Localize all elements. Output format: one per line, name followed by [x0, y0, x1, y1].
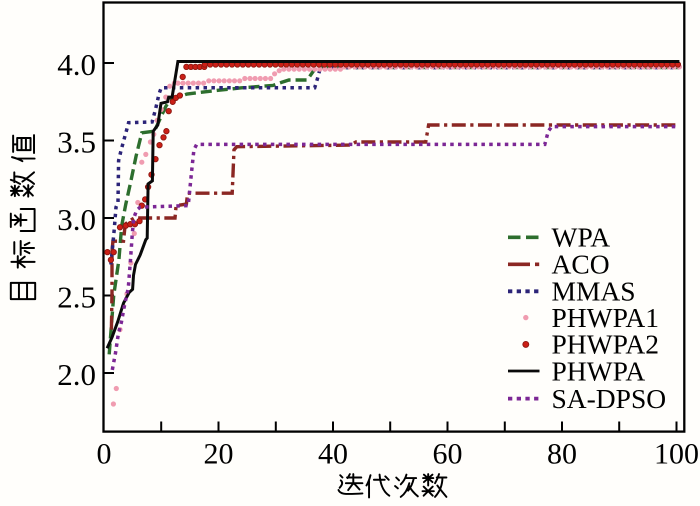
- svg-text:2.5: 2.5: [57, 280, 96, 315]
- svg-text:WPA: WPA: [552, 222, 611, 253]
- svg-text:80: 80: [547, 438, 577, 471]
- svg-text:SA-DPSO: SA-DPSO: [552, 383, 667, 414]
- svg-text:0: 0: [97, 438, 112, 471]
- svg-text:MMAS: MMAS: [552, 276, 636, 307]
- svg-text:3.5: 3.5: [57, 125, 96, 160]
- svg-text:ACO: ACO: [552, 249, 610, 280]
- svg-text:60: 60: [433, 438, 463, 471]
- svg-text:PHWPA: PHWPA: [552, 355, 646, 386]
- svg-text:2.0: 2.0: [57, 357, 96, 392]
- svg-text:4.0: 4.0: [57, 47, 96, 82]
- svg-text:20: 20: [204, 438, 234, 471]
- svg-text:PHWPA2: PHWPA2: [552, 329, 660, 360]
- svg-text:PHWPA1: PHWPA1: [552, 302, 660, 333]
- svg-text:100: 100: [654, 438, 699, 471]
- svg-text:40: 40: [318, 438, 348, 471]
- svg-text:3.0: 3.0: [57, 202, 96, 237]
